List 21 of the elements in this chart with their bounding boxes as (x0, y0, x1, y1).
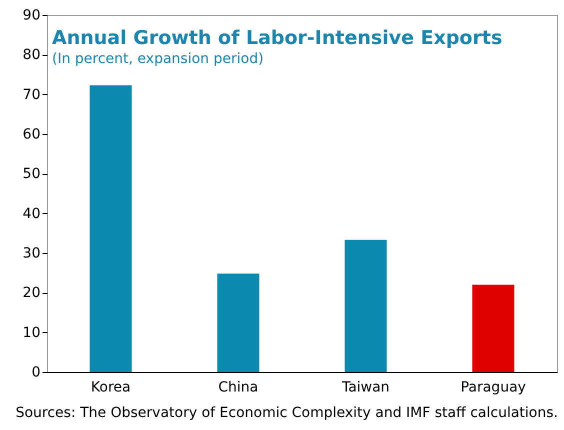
y-tick-label: 60 (22, 126, 40, 142)
y-tick-label: 20 (22, 285, 40, 302)
bar (472, 284, 514, 372)
bar (217, 274, 260, 372)
bar (90, 85, 132, 372)
x-tick-label: Taiwan (340, 380, 390, 396)
y-tick-label: 0 (32, 364, 40, 380)
source-note: Sources: The Observatory of Economic Complexity and IMF staff calculations. (14, 405, 559, 421)
text: (In percent, expansion period) (52, 51, 264, 67)
y-tick-label: 90 (22, 8, 40, 24)
y-tick-label: 40 (22, 206, 40, 222)
text: Annual Growth of Labor-Intensive Exports (52, 27, 502, 49)
y-tick-label: 10 (22, 324, 40, 341)
y-tick-label: 30 (22, 246, 40, 262)
bar (344, 240, 387, 372)
y-tick-label: 70 (22, 86, 40, 103)
y-tick-label: 50 (22, 166, 40, 182)
y-tick-label: 80 (22, 47, 40, 64)
x-tick-label: Paraguay (460, 380, 526, 396)
x-tick-label: China (218, 380, 258, 396)
x-tick-label: Korea (90, 380, 131, 396)
